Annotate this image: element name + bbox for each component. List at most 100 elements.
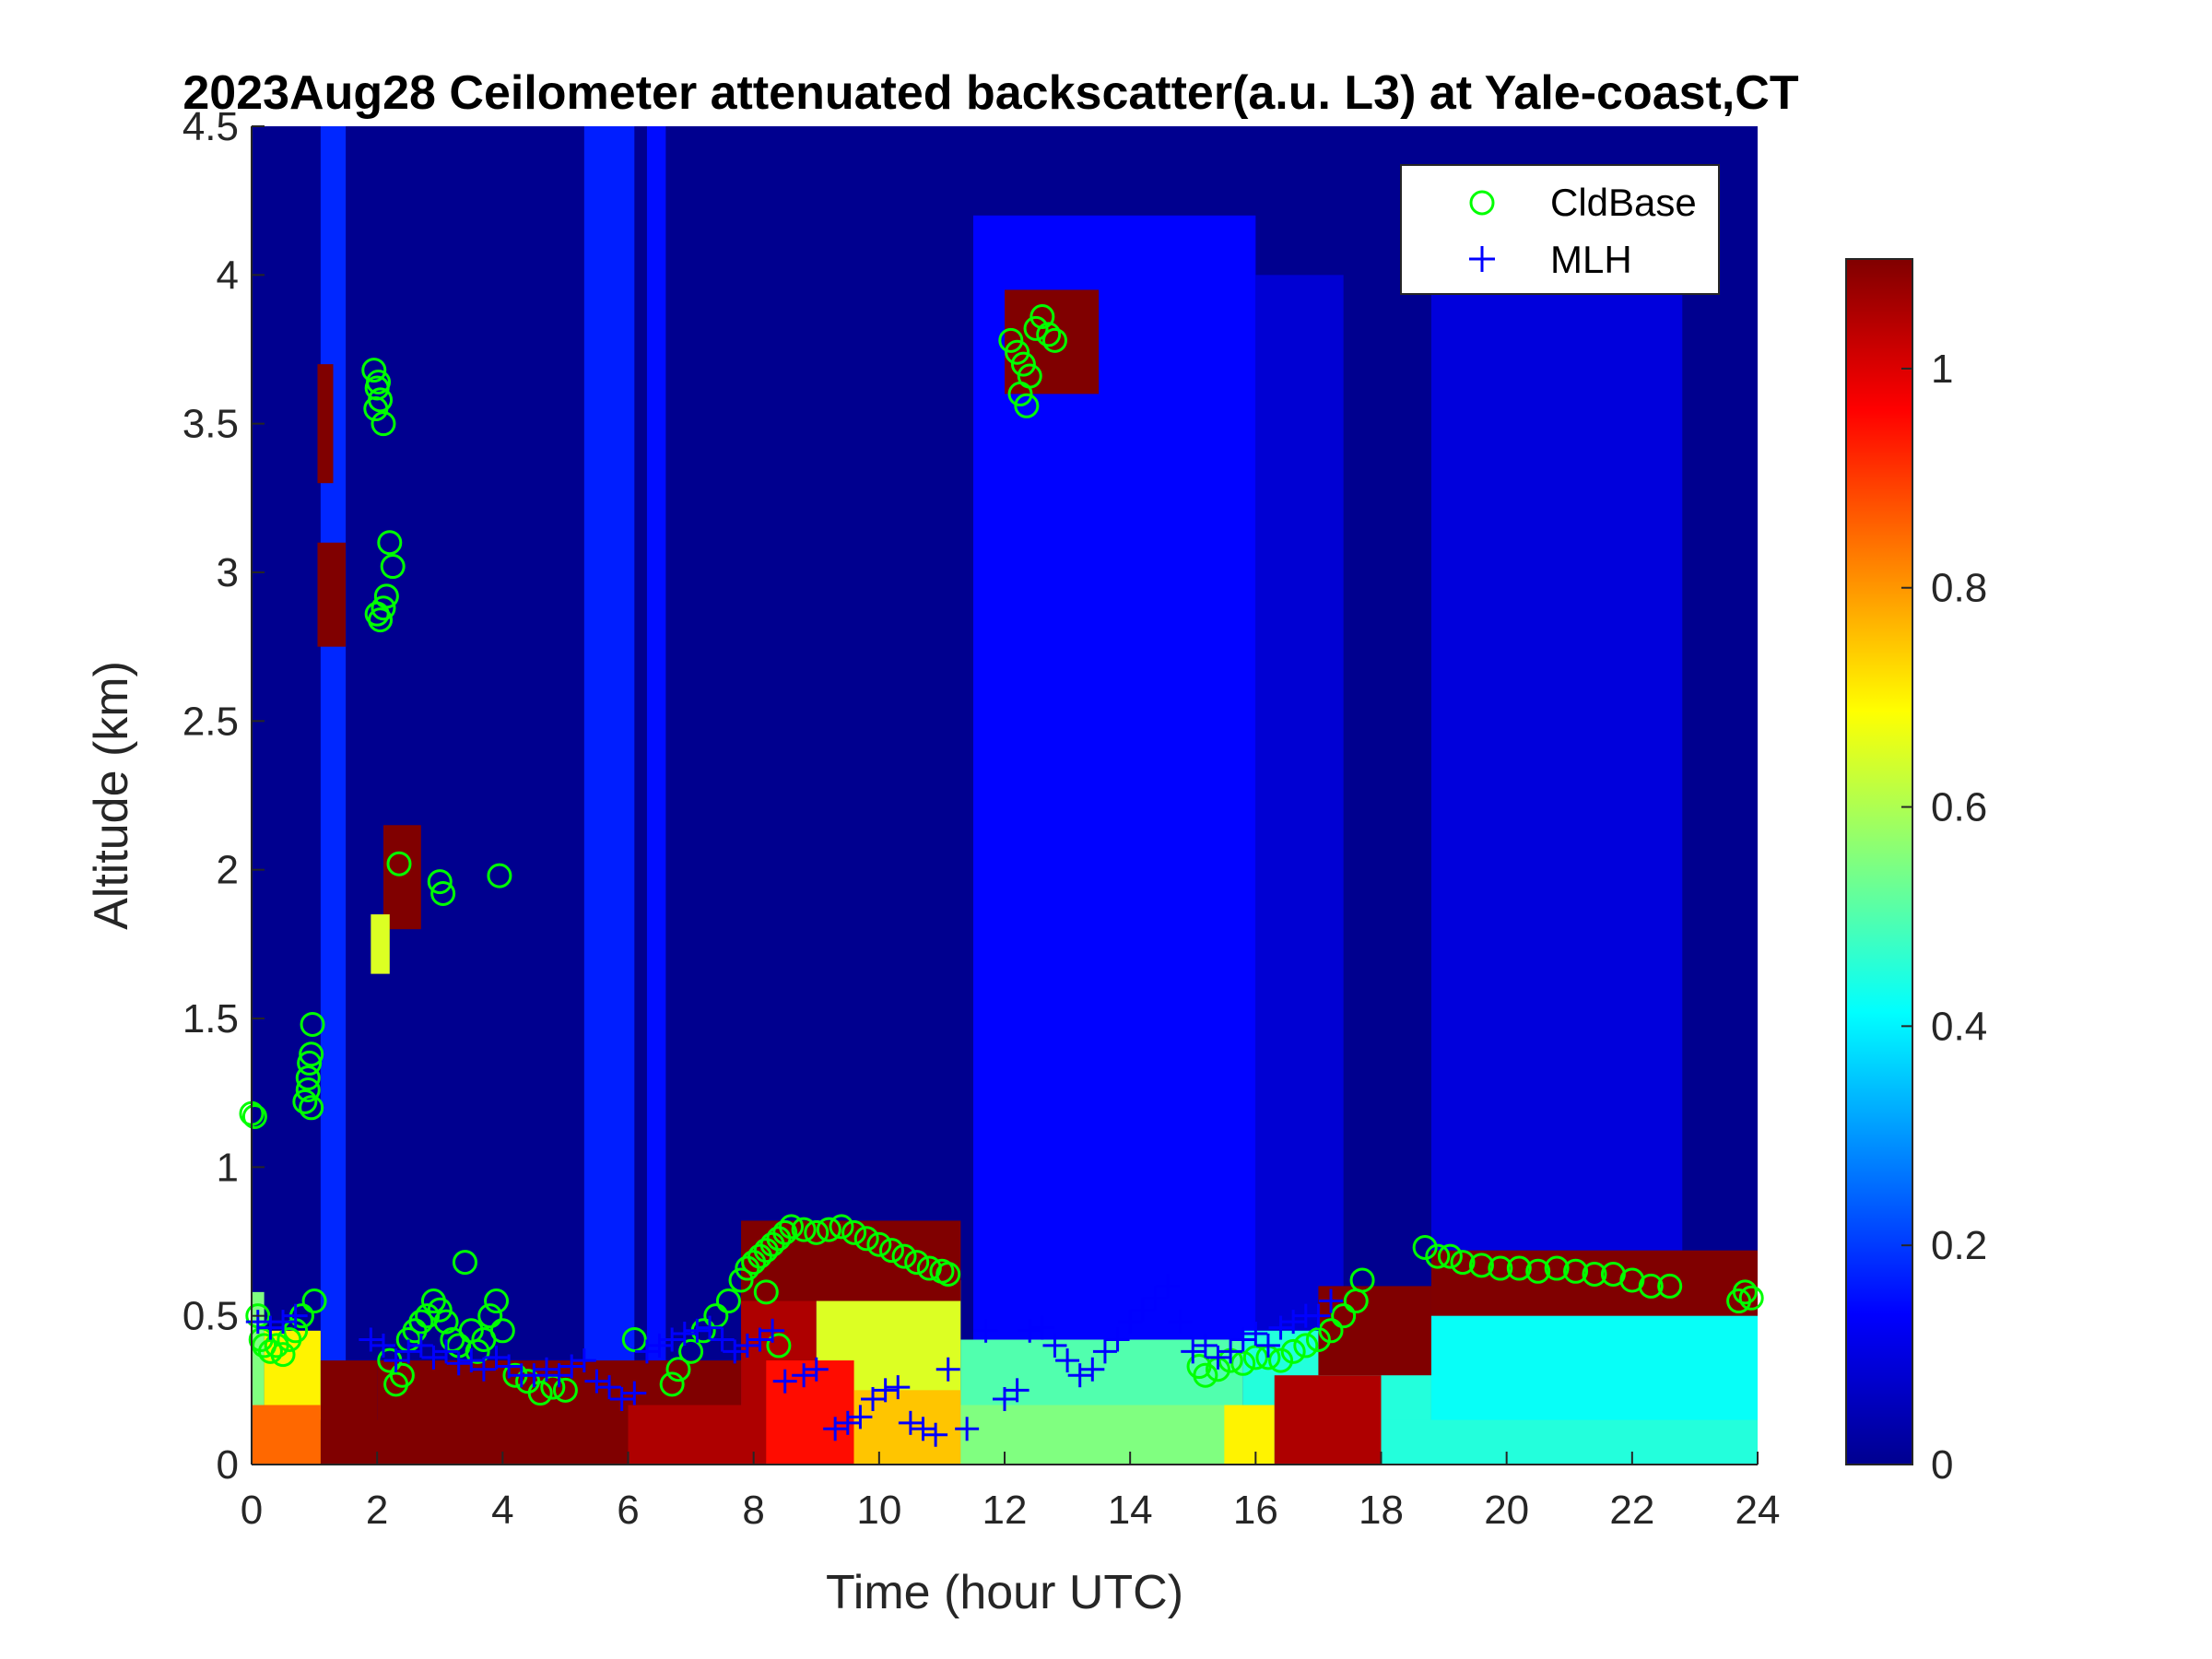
cldbase-point bbox=[386, 851, 412, 877]
cldbase-point bbox=[484, 1288, 510, 1314]
mlh-point bbox=[760, 1318, 785, 1343]
cldbase-point bbox=[1041, 327, 1067, 353]
mlh-point bbox=[1143, 1286, 1168, 1311]
cldbase-point bbox=[292, 1088, 318, 1114]
backscatter-heatmap bbox=[252, 126, 1758, 1465]
mlh-series bbox=[245, 1274, 1344, 1447]
legend-cldbase-label: CldBase bbox=[1550, 181, 1697, 224]
y-tick-label: 4 bbox=[217, 253, 239, 298]
mlh-point bbox=[522, 1363, 547, 1388]
mlh-point bbox=[421, 1345, 446, 1370]
y-tick-label: 3.5 bbox=[182, 402, 239, 447]
cldbase-point bbox=[297, 1050, 323, 1076]
cldbase-point bbox=[766, 1333, 792, 1359]
mlh-point bbox=[1092, 1339, 1117, 1364]
cldbase-point bbox=[427, 1297, 453, 1323]
mlh-point bbox=[848, 1405, 873, 1430]
cldbase-point bbox=[829, 1214, 854, 1240]
surface-layer-cell bbox=[1274, 1375, 1382, 1465]
cldbase-point bbox=[361, 358, 387, 383]
mlh-point bbox=[698, 1315, 723, 1340]
cldbase-point bbox=[299, 1095, 324, 1121]
y-tick-label: 1 bbox=[217, 1145, 239, 1190]
cloud-layer-cell bbox=[1318, 1286, 1431, 1376]
x-tick-label: 18 bbox=[1359, 1488, 1404, 1533]
mlh-point bbox=[1206, 1345, 1230, 1370]
x-tick-label: 16 bbox=[1233, 1488, 1278, 1533]
y-axis: 0 0.5 1 1.5 2 2.5 3 3.5 4 4.5 bbox=[182, 104, 265, 1488]
y-tick-label: 1.5 bbox=[182, 996, 239, 1041]
mlh-point bbox=[622, 1381, 647, 1406]
cldbase-point bbox=[816, 1217, 841, 1242]
mlh-point bbox=[710, 1327, 735, 1352]
mlh-point bbox=[609, 1387, 634, 1412]
cldbase-point bbox=[904, 1250, 930, 1276]
cldbase-point bbox=[465, 1338, 490, 1364]
cldbase-point bbox=[270, 1342, 296, 1368]
x-tick-label: 20 bbox=[1484, 1488, 1529, 1533]
mlh-point bbox=[924, 1422, 948, 1447]
y-tick-label: 0.5 bbox=[182, 1294, 239, 1339]
cldbase-point bbox=[363, 396, 389, 422]
cldbase-point bbox=[371, 595, 396, 621]
cldbase-point bbox=[241, 1103, 267, 1129]
cldbase-point bbox=[1425, 1243, 1451, 1269]
cldbase-point bbox=[1488, 1255, 1513, 1281]
cloud-layer-cell bbox=[1430, 1250, 1758, 1316]
surface-layer-cell bbox=[766, 1360, 854, 1465]
mlh-point bbox=[597, 1375, 622, 1400]
cldbase-point bbox=[728, 1267, 754, 1293]
cldbase-point bbox=[715, 1288, 741, 1314]
cldbase-point bbox=[1036, 322, 1062, 347]
surface-layer-cell bbox=[1381, 1419, 1758, 1465]
cldbase-point bbox=[1293, 1333, 1319, 1359]
mlh-point bbox=[911, 1417, 935, 1441]
mlh-point bbox=[534, 1357, 559, 1382]
cldbase-point bbox=[1230, 1350, 1256, 1376]
cldbase-point bbox=[527, 1381, 553, 1406]
cldbase-point bbox=[1437, 1243, 1463, 1269]
colorbar-tick-label: 1 bbox=[1931, 347, 1953, 392]
mlh-point bbox=[747, 1327, 772, 1352]
x-tick-label: 12 bbox=[982, 1488, 1028, 1533]
mlh-point bbox=[735, 1333, 759, 1358]
y-tick-label: 3 bbox=[217, 550, 239, 595]
mlh-point bbox=[1118, 1310, 1143, 1335]
cldbase-point bbox=[1506, 1255, 1532, 1281]
cldbase-point bbox=[1450, 1250, 1476, 1276]
legend-mlh-label: MLH bbox=[1550, 238, 1632, 281]
cldbase-point bbox=[665, 1357, 691, 1382]
cldbase-point bbox=[1732, 1279, 1758, 1305]
mlh-point bbox=[245, 1310, 270, 1335]
cldbase-point bbox=[364, 601, 390, 627]
mlh-point bbox=[1218, 1339, 1243, 1364]
mlh-point bbox=[484, 1345, 509, 1370]
cldbase-point bbox=[853, 1226, 879, 1252]
y-tick-label: 0 bbox=[217, 1442, 239, 1488]
cloud-patch-cell bbox=[371, 914, 390, 974]
cldbase-point bbox=[1412, 1234, 1438, 1260]
cldbase-point bbox=[366, 369, 392, 394]
mlh-point bbox=[1105, 1327, 1130, 1352]
y-tick-label: 2 bbox=[217, 848, 239, 893]
x-tick-label: 14 bbox=[1108, 1488, 1153, 1533]
surface-layer-cell bbox=[1224, 1405, 1275, 1465]
colorbar-tick-label: 0.6 bbox=[1931, 785, 1987, 830]
cldbase-point bbox=[433, 1309, 459, 1335]
cldbase-point bbox=[1242, 1345, 1268, 1371]
mlh-point bbox=[434, 1339, 459, 1364]
mlh-point bbox=[559, 1354, 584, 1379]
y-axis-title: Altitude (km) bbox=[85, 661, 138, 930]
aerosol-plume-cell bbox=[646, 126, 666, 1465]
cldbase-point bbox=[1582, 1261, 1607, 1287]
mlh-point bbox=[1018, 1318, 1042, 1343]
mlh-point bbox=[1193, 1333, 1218, 1358]
cldbase-point bbox=[427, 869, 453, 895]
surface-layer-cell bbox=[252, 1405, 321, 1465]
mlh-point bbox=[1281, 1310, 1306, 1335]
mlh-point bbox=[371, 1333, 395, 1358]
mlh-point bbox=[973, 1318, 998, 1343]
cldbase-point bbox=[1305, 1326, 1331, 1352]
colorbar-tick-label: 0.4 bbox=[1931, 1004, 1987, 1049]
mlh-point bbox=[955, 1417, 980, 1441]
